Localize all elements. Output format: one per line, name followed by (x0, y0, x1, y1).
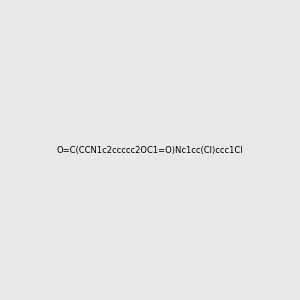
Text: O=C(CCN1c2ccccc2OC1=O)Nc1cc(Cl)ccc1Cl: O=C(CCN1c2ccccc2OC1=O)Nc1cc(Cl)ccc1Cl (57, 146, 243, 154)
